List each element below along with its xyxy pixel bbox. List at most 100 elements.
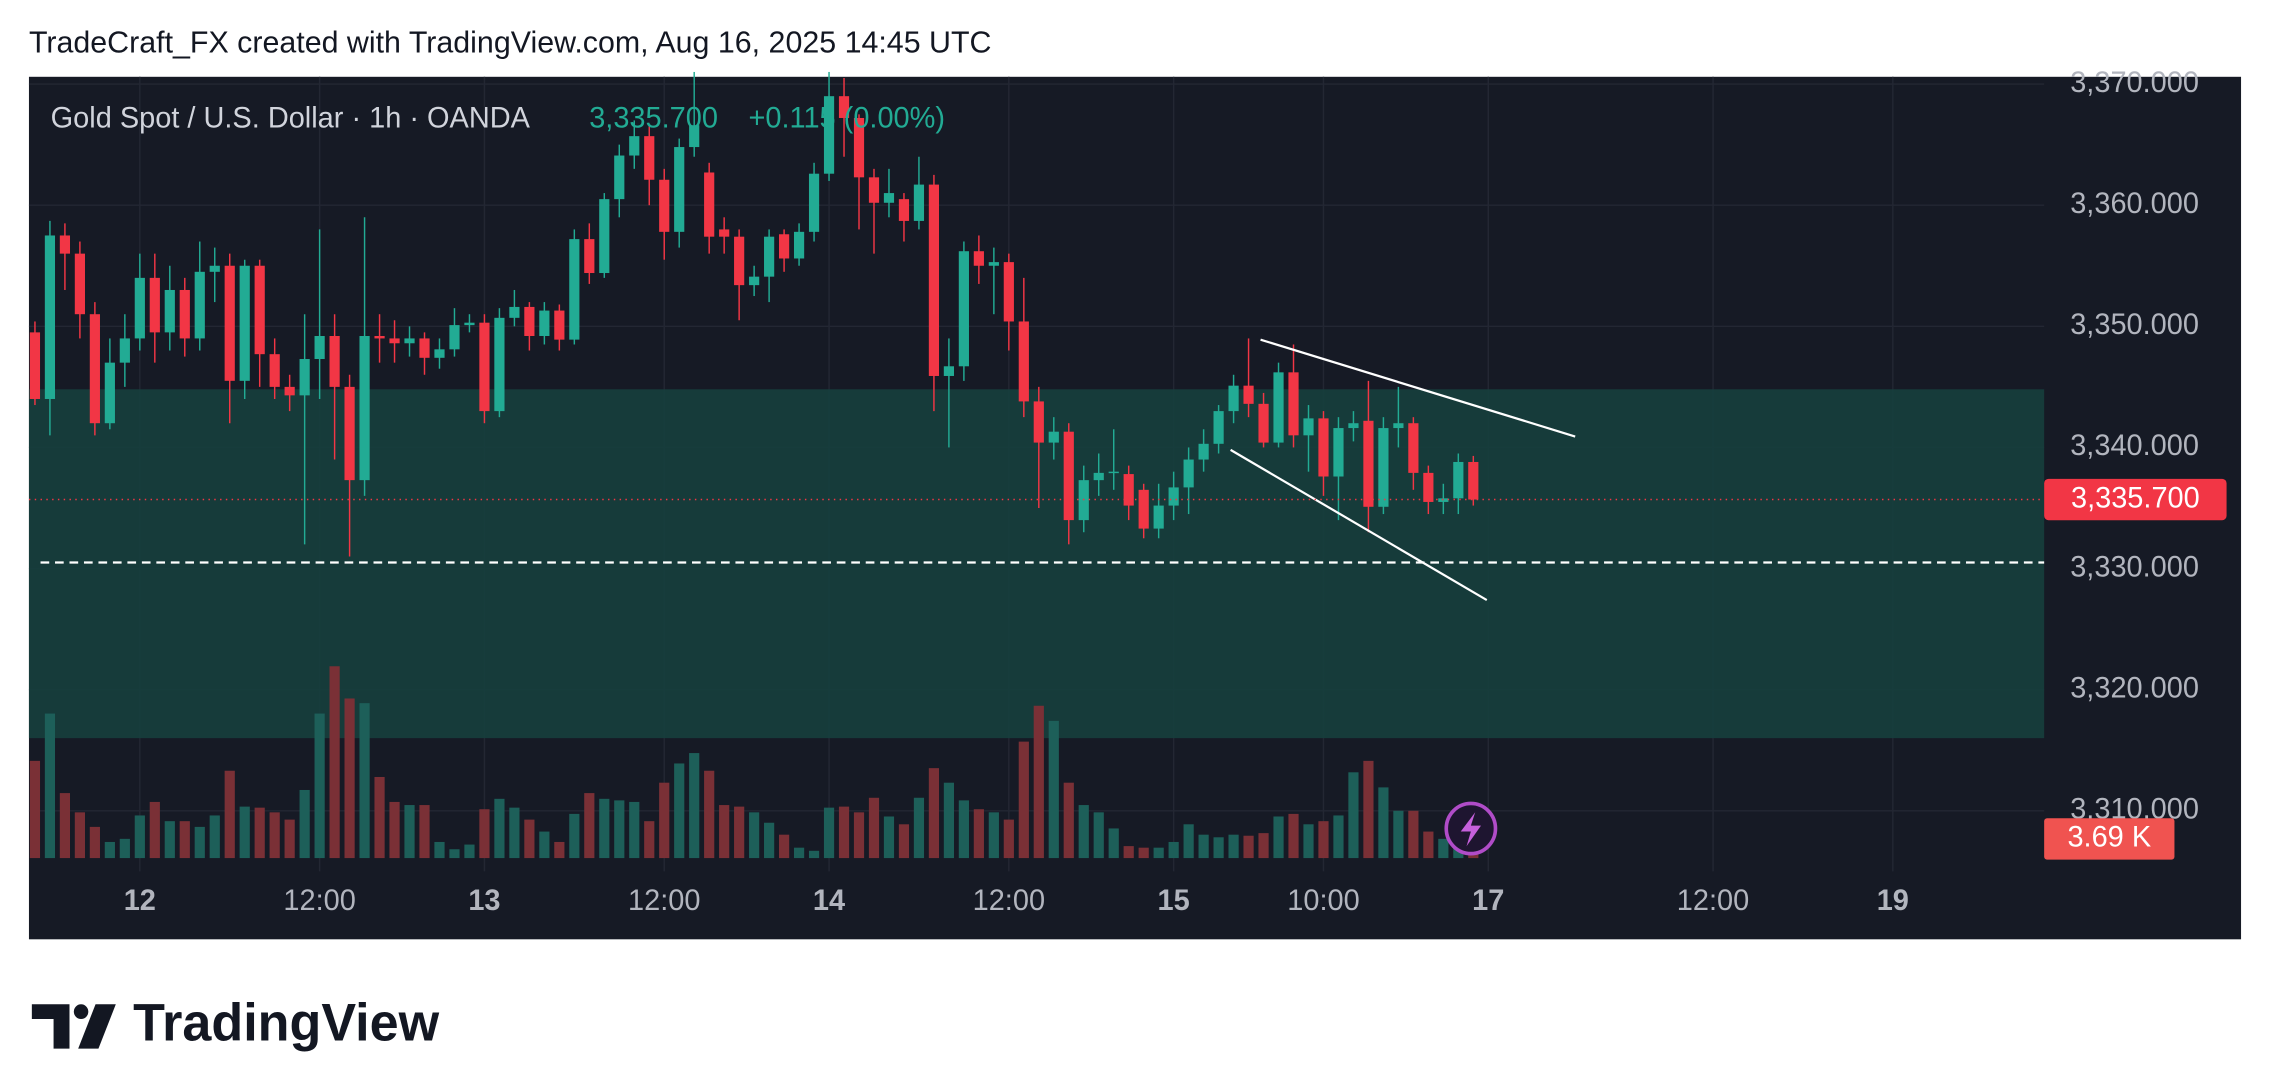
volume-bar [928, 768, 940, 859]
candle-body [434, 349, 445, 358]
logo-text: TradingView [133, 993, 440, 1053]
volume-bar [209, 815, 220, 859]
volume-bar [823, 807, 835, 859]
y-tick-label: 3,320.000 [2070, 672, 2199, 704]
candle-body [659, 179, 670, 232]
volume-bar [494, 798, 505, 859]
volume-bar [1123, 846, 1134, 859]
volume-bar [1138, 847, 1149, 859]
volume-bar [449, 849, 460, 859]
volume-bar [988, 812, 999, 859]
candle-body [404, 338, 415, 344]
volume-bar [1063, 782, 1074, 859]
candle-body [74, 253, 85, 315]
volume-bar [1438, 838, 1449, 859]
candle-body [1033, 401, 1044, 443]
volume-bar [419, 805, 430, 859]
volume-bar [868, 797, 880, 859]
x-tick-label: 14 [813, 885, 846, 917]
candle-body [689, 125, 700, 148]
candle-body [1168, 487, 1179, 506]
candle-body [1213, 411, 1224, 444]
candle-body [89, 314, 100, 424]
candle-body [539, 310, 550, 337]
volume-bar [1093, 812, 1104, 859]
candle-body [764, 236, 775, 277]
volume-bar [359, 703, 370, 859]
volume-bar [719, 805, 730, 859]
volume-bar [898, 824, 910, 859]
volume-bar [314, 713, 325, 859]
volume-bar [254, 807, 265, 859]
volume-bar [734, 806, 745, 859]
legend-symbol: Gold Spot / U.S. Dollar · 1h · OANDA [51, 102, 531, 134]
candle-body [1288, 372, 1299, 436]
x-tick-label: 12:00 [1677, 885, 1749, 917]
volume-bar [674, 763, 685, 859]
candle-body [104, 362, 115, 424]
candle-body [179, 289, 190, 339]
volume-bar [1078, 805, 1089, 859]
candle-body [943, 366, 955, 376]
candle-body [209, 265, 220, 272]
volume-bar [1273, 816, 1284, 859]
y-tick-label: 3,350.000 [2070, 309, 2199, 341]
alert-icon[interactable] [1444, 801, 1498, 856]
legend-change: +0.115 (0.00%) [748, 102, 945, 134]
candle-body [449, 325, 460, 350]
volume-bar [883, 816, 895, 859]
volume-bar [374, 776, 385, 859]
volume-bar [89, 826, 100, 859]
candle-body [269, 354, 280, 387]
candle-body [359, 336, 370, 481]
candle-body [224, 265, 235, 381]
volume-bar [344, 698, 355, 859]
last-price-tag [2044, 478, 2227, 521]
volume-bar [194, 826, 205, 859]
volume-bar [1243, 835, 1254, 859]
volume-bar [1333, 815, 1344, 859]
volume-bar [958, 800, 969, 859]
volume-bar [853, 812, 865, 859]
candle-body [1258, 403, 1269, 443]
x-tick-label: 10:00 [1287, 885, 1359, 917]
candle-body [719, 229, 730, 237]
volume-bar [1363, 760, 1374, 859]
volume-bar [509, 807, 520, 859]
candle-body [1363, 420, 1374, 507]
volume-bar [404, 805, 415, 859]
candle-body [239, 265, 250, 381]
candle-body [868, 177, 880, 203]
volume-bar [1393, 810, 1404, 859]
volume-bar [704, 770, 715, 859]
candle-body [808, 173, 820, 232]
candle-body [1378, 428, 1389, 507]
volume-bar [164, 821, 175, 859]
y-tick-label: 3,360.000 [2070, 188, 2199, 220]
candle-body [479, 322, 490, 412]
x-tick-label: 15 [1158, 885, 1190, 917]
x-tick-label: 12:00 [628, 885, 700, 917]
volume-bar [599, 798, 610, 859]
candle-body [1453, 461, 1464, 499]
candle-body [1153, 505, 1164, 529]
candle-body [389, 338, 400, 344]
x-tick-label: 19 [1877, 885, 1909, 917]
volume-bar [239, 806, 250, 859]
candle-body [1138, 489, 1149, 529]
candle-body [988, 262, 999, 266]
candle-body [599, 199, 610, 274]
candle-body [149, 277, 160, 333]
volume-bar [569, 813, 580, 859]
legend-price: 3,335.700 [589, 102, 718, 134]
volume-bar [1228, 834, 1239, 859]
volume-bar [659, 782, 670, 859]
trend-line [1230, 448, 1488, 602]
candle-body [1423, 472, 1434, 502]
volume-bar [1318, 821, 1329, 859]
candle-body [119, 338, 130, 363]
candle-body [1348, 423, 1359, 429]
volume-bar [1033, 705, 1044, 859]
candle-body [823, 96, 835, 174]
